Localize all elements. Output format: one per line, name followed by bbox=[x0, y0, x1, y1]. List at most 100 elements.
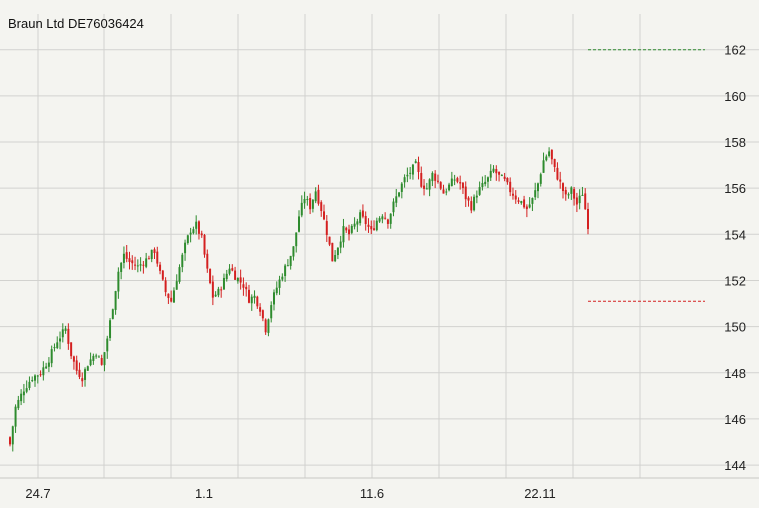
candle-down bbox=[72, 356, 75, 362]
candle-up bbox=[306, 199, 309, 201]
candle-up bbox=[542, 160, 545, 173]
candle-down bbox=[131, 260, 134, 264]
candle-down bbox=[498, 171, 501, 175]
candle-up bbox=[353, 223, 356, 227]
candle-up bbox=[528, 204, 531, 208]
candle-down bbox=[573, 189, 576, 199]
x-tick-label: 1.1 bbox=[195, 486, 213, 501]
candle-up bbox=[186, 235, 189, 244]
candle-up bbox=[272, 292, 275, 305]
candle-up bbox=[189, 232, 192, 235]
candle-up bbox=[295, 232, 298, 247]
candle-up bbox=[111, 309, 114, 319]
candle-down bbox=[386, 219, 389, 224]
candle-up bbox=[34, 375, 37, 381]
candle-down bbox=[203, 234, 206, 255]
candle-up bbox=[97, 356, 100, 358]
candle-up bbox=[475, 195, 478, 198]
y-tick-label: 152 bbox=[724, 273, 746, 288]
candle-down bbox=[467, 197, 470, 201]
candle-up bbox=[278, 279, 281, 288]
x-tick-label: 22.11 bbox=[524, 486, 556, 501]
candle-up bbox=[548, 151, 551, 156]
candle-down bbox=[550, 149, 553, 160]
candle-up bbox=[406, 174, 409, 177]
candle-up bbox=[500, 175, 503, 177]
y-tick-label: 144 bbox=[724, 458, 746, 473]
candle-up bbox=[25, 388, 28, 392]
candle-up bbox=[473, 196, 476, 211]
candle-up bbox=[217, 288, 220, 296]
y-tick-label: 146 bbox=[724, 412, 746, 427]
candle-up bbox=[414, 161, 417, 163]
y-tick-label: 160 bbox=[724, 89, 746, 104]
candle-up bbox=[11, 426, 14, 445]
candle-up bbox=[250, 296, 253, 304]
candle-up bbox=[56, 342, 59, 349]
candles bbox=[9, 147, 589, 452]
candle-down bbox=[556, 167, 559, 180]
candle-up bbox=[336, 247, 339, 256]
candle-up bbox=[425, 188, 428, 190]
candle-down bbox=[523, 199, 526, 208]
candle-down bbox=[220, 289, 223, 291]
candle-down bbox=[442, 189, 445, 194]
candle-down bbox=[256, 296, 259, 307]
candle-up bbox=[14, 406, 17, 427]
candle-down bbox=[370, 226, 373, 230]
candle-up bbox=[45, 366, 48, 369]
candle-up bbox=[409, 172, 412, 174]
candle-down bbox=[464, 186, 467, 200]
candle-up bbox=[109, 320, 112, 339]
candle-up bbox=[22, 391, 25, 396]
candle-up bbox=[395, 196, 398, 203]
candle-up bbox=[428, 179, 431, 190]
candle-up bbox=[398, 192, 401, 197]
candle-down bbox=[134, 264, 137, 266]
candle-up bbox=[520, 201, 523, 204]
candle-down bbox=[39, 374, 42, 376]
candle-down bbox=[348, 229, 351, 235]
candle-up bbox=[145, 258, 148, 267]
candle-down bbox=[231, 268, 234, 271]
y-axis-labels: 144 146 148 150 152 154 156 158 160 162 bbox=[724, 43, 746, 473]
candle-up bbox=[184, 242, 187, 254]
candle-up bbox=[489, 170, 492, 178]
candle-up bbox=[359, 212, 362, 224]
candle-up bbox=[334, 254, 337, 262]
candle-up bbox=[531, 197, 534, 204]
candle-up bbox=[214, 294, 217, 297]
candle-up bbox=[314, 191, 317, 202]
candle-down bbox=[167, 293, 170, 298]
candle-down bbox=[514, 195, 517, 200]
candle-up bbox=[195, 221, 198, 229]
candle-down bbox=[245, 286, 248, 290]
candle-down bbox=[325, 221, 328, 235]
candle-up bbox=[117, 271, 120, 292]
candle-down bbox=[156, 251, 159, 264]
candle-up bbox=[486, 177, 489, 182]
candle-up bbox=[172, 290, 175, 303]
candle-down bbox=[259, 307, 262, 312]
candle-down bbox=[361, 210, 364, 217]
candle-up bbox=[445, 191, 448, 193]
candle-down bbox=[331, 242, 334, 262]
candle-up bbox=[122, 253, 125, 263]
candle-up bbox=[31, 380, 34, 382]
candle-down bbox=[264, 319, 267, 333]
candle-up bbox=[89, 359, 92, 366]
candle-down bbox=[247, 289, 250, 303]
candle-down bbox=[9, 437, 11, 445]
candle-up bbox=[17, 399, 20, 409]
candle-up bbox=[86, 366, 89, 371]
candle-up bbox=[478, 187, 481, 195]
y-tick-label: 148 bbox=[724, 366, 746, 381]
candle-down bbox=[517, 200, 520, 202]
candle-down bbox=[417, 161, 420, 172]
candle-up bbox=[225, 273, 228, 280]
candle-down bbox=[587, 208, 589, 230]
candle-up bbox=[253, 295, 256, 298]
candle-down bbox=[164, 280, 167, 293]
